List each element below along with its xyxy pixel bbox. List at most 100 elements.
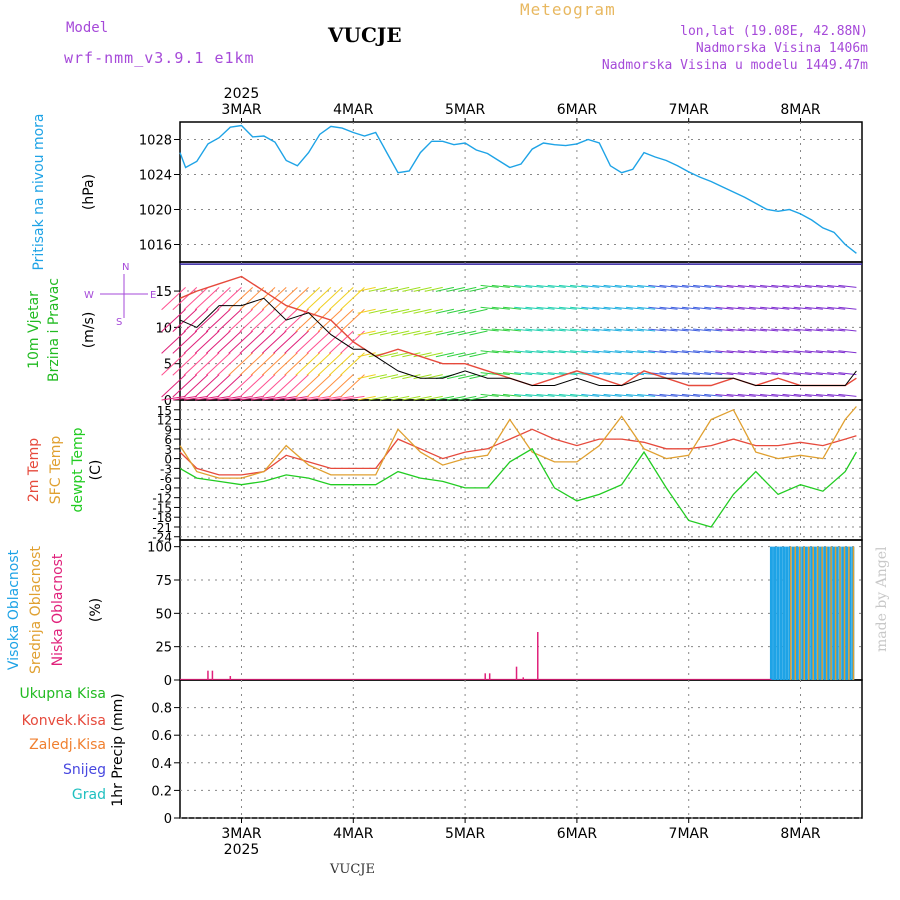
wind-barb — [648, 350, 667, 354]
wind-barb — [659, 306, 678, 310]
wind-barb — [514, 350, 533, 354]
wind-barb — [172, 395, 197, 401]
wind-barb — [379, 374, 399, 380]
wind-barb — [648, 393, 667, 397]
compass-w: W — [84, 290, 94, 301]
wind-barb — [379, 330, 399, 336]
wind-barb — [250, 330, 276, 354]
wind-barb — [737, 372, 756, 376]
wind-barb — [172, 330, 198, 354]
wind-barb — [793, 350, 812, 354]
wind-barb — [284, 374, 309, 398]
precip-unit: 1hr Precip (mm) — [110, 693, 126, 806]
wind-barb — [328, 352, 354, 376]
wind-barb — [491, 328, 510, 332]
wind-barb — [458, 395, 477, 401]
wind-barb — [502, 306, 522, 310]
wind-barb — [205, 352, 231, 376]
wind-barb — [547, 306, 566, 310]
wind-barb — [250, 374, 276, 398]
wind-barb — [318, 395, 343, 401]
wind-barb — [402, 395, 421, 401]
wind-barb — [760, 372, 779, 376]
wind-barb — [183, 374, 209, 398]
wind-barb — [183, 352, 209, 376]
wind-barb — [581, 393, 600, 397]
wind-barb — [581, 306, 600, 310]
wind-barb — [357, 374, 376, 380]
wind-barb — [239, 395, 264, 401]
model-name: wrf-nmm_v3.9.1 e1km — [64, 49, 255, 67]
wind-barb — [804, 328, 823, 332]
wind-barb — [306, 374, 332, 398]
wind-barb — [726, 306, 745, 310]
wind-barb — [782, 372, 801, 376]
wind-barb — [726, 284, 745, 288]
wind-barb — [161, 395, 186, 401]
wind-barb — [239, 330, 265, 354]
elevation-text: Nadmorska Visina 1406m — [695, 41, 868, 56]
sfc-temp-title: SFC Temp — [48, 436, 64, 505]
wind-barb — [726, 372, 745, 376]
wind-barb — [413, 395, 432, 401]
wind-barb — [625, 350, 645, 354]
wind-barb — [514, 306, 533, 310]
wind-barb — [502, 328, 522, 332]
wind-barb — [771, 393, 790, 397]
wind-barb — [217, 395, 242, 401]
wind-barb — [827, 350, 846, 354]
wind-barb — [284, 395, 309, 401]
wind-barb — [413, 286, 432, 292]
temp2m-title: 2m Temp — [26, 438, 42, 502]
wind-barb — [693, 306, 712, 310]
wind-barb — [815, 284, 835, 288]
wind-barb — [804, 372, 823, 376]
pressure-title: Pritisak na nivou mora — [31, 113, 47, 270]
wind-barb — [261, 352, 287, 376]
wind-barb — [424, 286, 443, 292]
wind-barb — [284, 352, 309, 376]
wind-barb — [536, 306, 555, 310]
y-tick-label: -21 — [152, 521, 172, 535]
panel-frame — [179, 539, 863, 681]
wind-barb — [659, 350, 678, 354]
wind-barb — [161, 308, 186, 332]
wind-barb — [827, 393, 846, 397]
y-tick-label: 12 — [157, 414, 172, 428]
x-top-day-label: 3MAR — [221, 102, 262, 118]
wind-barb — [625, 284, 645, 288]
wind-barb — [827, 284, 846, 288]
coords-text: lon,lat (19.08E, 42.88N) — [680, 24, 868, 39]
wind-barb — [771, 372, 790, 376]
wind-barb — [502, 393, 522, 397]
wind-barb — [261, 330, 287, 354]
wind-barb — [514, 372, 533, 376]
y-tick-label: 0.2 — [151, 784, 172, 799]
wind-barb — [379, 308, 399, 314]
wind-barb — [469, 330, 488, 336]
wind-barb — [737, 284, 756, 288]
wind-barb — [306, 308, 332, 332]
wind-barb — [592, 284, 611, 288]
wind-barb — [804, 350, 823, 354]
wind-unit: (m/s) — [81, 312, 97, 349]
wind-barb — [570, 306, 589, 310]
y-tick-label: -9 — [160, 482, 172, 496]
y-tick-label: -18 — [152, 511, 172, 525]
wind-barb — [815, 393, 835, 397]
wind-barb — [161, 287, 186, 311]
wind-barb — [715, 306, 734, 310]
wind-barb — [328, 330, 354, 354]
wind-barb — [782, 350, 801, 354]
wind-barb — [217, 374, 242, 398]
y-tick-label: -3 — [160, 462, 172, 476]
wind-barb — [625, 306, 645, 310]
wind-barb — [273, 352, 298, 376]
y-tick-label: -24 — [152, 531, 172, 545]
wind-barb — [536, 393, 555, 397]
wind-barb — [760, 284, 779, 288]
wind-barb — [435, 352, 455, 358]
y-tick-label: 0 — [164, 812, 172, 827]
wind-barb — [827, 328, 846, 332]
wind-barb — [748, 328, 768, 332]
